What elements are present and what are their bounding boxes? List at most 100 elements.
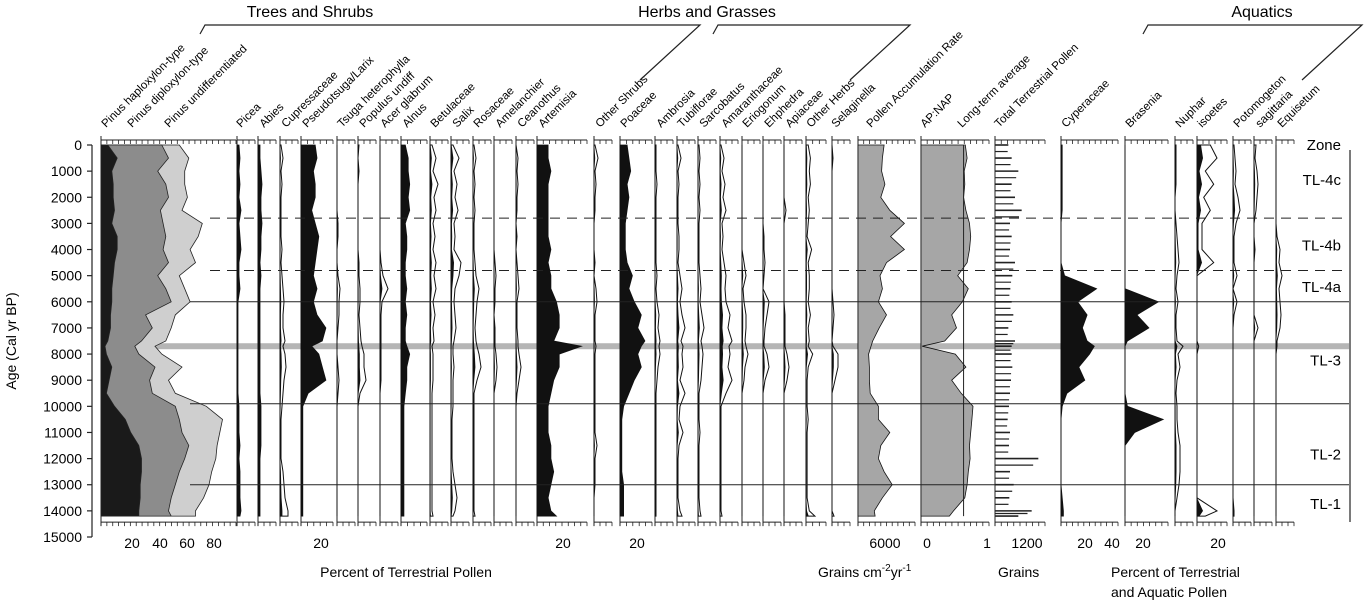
age-tick-label: 12000 bbox=[43, 451, 82, 467]
column-amaranthaceae bbox=[719, 136, 739, 527]
column-ehphedra bbox=[762, 136, 782, 527]
group-brackets: Trees and Shrubs Herbs and Grasses Aquatic… bbox=[199, 4, 1364, 81]
column-apiaceae bbox=[783, 136, 803, 527]
age-tick-label: 3000 bbox=[51, 215, 82, 231]
zone-label: TL-1 bbox=[1310, 496, 1341, 513]
taxon-label: AP:NAP bbox=[919, 92, 958, 131]
zone-band bbox=[101, 343, 1349, 350]
column-isoetes bbox=[1196, 136, 1228, 527]
taxon-label: Cyperaceae bbox=[1060, 78, 1112, 130]
column-potomogeton bbox=[1232, 136, 1252, 527]
x-label-grains: Grains bbox=[998, 564, 1039, 580]
age-tick-label: 8000 bbox=[51, 346, 82, 362]
age-tick-label: 0 bbox=[74, 137, 82, 153]
column-ap-nap bbox=[920, 136, 990, 527]
x-label-par: Grains cm-2yr-1 bbox=[818, 563, 912, 580]
x-tick-label: 20 bbox=[1077, 535, 1093, 551]
group-bracket bbox=[1142, 24, 1364, 81]
age-tick-label: 7000 bbox=[51, 320, 82, 336]
taxon-label: Pollen Accumulation Rate bbox=[865, 29, 966, 130]
age-tick-label: 2000 bbox=[51, 189, 82, 205]
taxon-label: Long-term average bbox=[956, 53, 1033, 130]
y-axis-label: Age (Cal yr BP) bbox=[3, 292, 19, 389]
column-tubiflorae bbox=[676, 136, 696, 527]
bottom-axis-labels: Percent of Terrestrial Pollen Grains cm-… bbox=[320, 563, 1240, 600]
column-nuphar bbox=[1174, 136, 1194, 527]
age-tick-label: 9000 bbox=[51, 372, 82, 388]
column-poaceae bbox=[619, 136, 653, 527]
age-tick-label: 4000 bbox=[51, 242, 82, 258]
zone-boundary-lines bbox=[190, 217, 1349, 486]
taxon-label: Picea bbox=[235, 101, 264, 130]
x-tick-label: 20 bbox=[313, 535, 329, 551]
group-bracket bbox=[712, 24, 912, 81]
column-selaginella bbox=[831, 136, 851, 527]
x-tick-label: 40 bbox=[1104, 535, 1120, 551]
column-pollen-accumulation-rate bbox=[857, 136, 916, 527]
x-tick-label: 20 bbox=[1210, 535, 1226, 551]
age-tick-label: 14000 bbox=[43, 503, 82, 519]
group-title: Herbs and Grasses bbox=[638, 4, 776, 21]
taxon-label: Abies bbox=[258, 101, 287, 130]
zone-label: TL-3 bbox=[1310, 352, 1341, 369]
column-salix bbox=[450, 136, 470, 527]
group-title: Aquatics bbox=[1231, 4, 1292, 21]
column-tsuga-heterophylla bbox=[336, 136, 356, 527]
column-brasenia bbox=[1124, 136, 1169, 527]
column-ceanothus bbox=[515, 136, 535, 527]
age-tick-label: 6000 bbox=[51, 294, 82, 310]
series-0 bbox=[100, 144, 142, 517]
group-bracket bbox=[199, 24, 702, 81]
column-rosaceae bbox=[472, 136, 492, 527]
zone-header: Zone bbox=[1307, 137, 1341, 154]
x-tick-label: 40 bbox=[152, 535, 168, 551]
column-alnus bbox=[400, 136, 428, 527]
column-eriogonum bbox=[741, 136, 761, 527]
column-other-herbs bbox=[805, 136, 827, 527]
column-pinus-haploxylon-type-pinus-diploxylon-type-pinus-undifferentiated bbox=[100, 136, 237, 527]
column-ambrosia bbox=[654, 136, 674, 527]
x-label-aquatic-1: Percent of Terrestrial bbox=[1111, 564, 1240, 580]
column-equisetum bbox=[1275, 136, 1295, 527]
x-tick-label: 6000 bbox=[869, 535, 900, 551]
column-acer-glabrum bbox=[379, 136, 399, 527]
group-title: Trees and Shrubs bbox=[247, 4, 374, 21]
zone-boundaries bbox=[101, 343, 1349, 350]
zone-labels: Zone TL-4c TL-4b TL-4a TL-3 TL-2 TL-1 bbox=[1302, 137, 1351, 522]
column-amelanchier bbox=[493, 136, 513, 527]
column-populus-undiff bbox=[357, 136, 377, 527]
column-sarcobatus bbox=[697, 136, 717, 527]
column-cyperaceae bbox=[1060, 136, 1119, 527]
age-tick-label: 11000 bbox=[44, 424, 82, 440]
x-tick-label: 0 bbox=[923, 535, 931, 551]
taxon-label: Brasenia bbox=[1124, 89, 1165, 130]
column-cupressaceae bbox=[279, 136, 299, 527]
zone-label: TL-4b bbox=[1302, 237, 1341, 254]
x-label-aquatic-2: and Aquatic Pollen bbox=[1111, 584, 1227, 600]
column-picea bbox=[236, 136, 256, 527]
age-tick-label: 15000 bbox=[43, 529, 82, 545]
x-tick-label: 20 bbox=[124, 535, 140, 551]
x-tick-label: 20 bbox=[629, 535, 645, 551]
zone-label: TL-4a bbox=[1302, 279, 1342, 296]
x-tick-label: 60 bbox=[179, 535, 195, 551]
x-tick-label: 20 bbox=[1135, 535, 1151, 551]
column-total-terrestrial-pollen bbox=[994, 136, 1046, 527]
column-abies bbox=[257, 136, 277, 527]
column-pseudotsuga-larix bbox=[300, 136, 334, 527]
age-tick-label: 10000 bbox=[43, 398, 82, 414]
column-artemisia bbox=[536, 136, 588, 527]
x-tick-label: 1200 bbox=[1011, 535, 1042, 551]
zone-label: TL-4c bbox=[1303, 172, 1342, 189]
taxon-columns bbox=[100, 136, 1295, 527]
column-other-shrubs bbox=[593, 136, 613, 527]
column-betulaceae bbox=[429, 136, 449, 527]
x-tick-label: 20 bbox=[555, 535, 571, 551]
age-axis: 0 1000 2000 3000 4000 5000 6000 7000 8000 9000 100… bbox=[3, 137, 1226, 551]
age-tick-label: 13000 bbox=[43, 477, 82, 493]
x-tick-label: 80 bbox=[206, 535, 222, 551]
age-tick-label: 1000 bbox=[51, 163, 82, 179]
x-tick-label: 1 bbox=[983, 535, 991, 551]
